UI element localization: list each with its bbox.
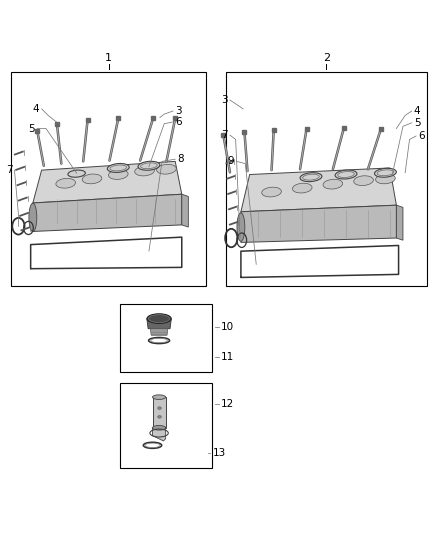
Text: 7: 7 (6, 165, 12, 175)
Text: 8: 8 (177, 154, 184, 164)
Ellipse shape (109, 169, 128, 180)
Ellipse shape (335, 170, 357, 179)
Text: 3: 3 (221, 95, 228, 105)
Ellipse shape (376, 174, 395, 184)
Ellipse shape (374, 168, 396, 177)
Text: 3: 3 (175, 106, 182, 116)
Ellipse shape (237, 213, 245, 241)
Polygon shape (150, 329, 168, 335)
Text: 7: 7 (221, 130, 228, 140)
Ellipse shape (323, 179, 343, 189)
Ellipse shape (300, 173, 322, 182)
Text: 4: 4 (414, 106, 420, 116)
Polygon shape (33, 161, 182, 203)
Text: 10: 10 (221, 322, 234, 333)
Bar (120, 304, 212, 372)
Text: 5: 5 (28, 124, 35, 134)
Ellipse shape (68, 170, 85, 177)
Ellipse shape (82, 174, 102, 184)
Ellipse shape (107, 164, 129, 172)
Ellipse shape (158, 416, 161, 418)
Ellipse shape (157, 164, 176, 174)
Text: 6: 6 (175, 117, 182, 127)
Text: 12: 12 (221, 399, 234, 409)
Ellipse shape (147, 314, 171, 324)
Polygon shape (152, 428, 166, 441)
Polygon shape (147, 319, 171, 329)
Text: 9: 9 (228, 156, 234, 166)
Polygon shape (241, 205, 396, 243)
Ellipse shape (262, 187, 281, 197)
Polygon shape (182, 194, 188, 227)
Text: 11: 11 (221, 352, 234, 362)
Bar (120, 383, 212, 468)
Text: 5: 5 (414, 118, 420, 128)
Bar (226, 71, 427, 286)
Text: 6: 6 (418, 131, 425, 141)
Bar (152, 397, 166, 428)
Ellipse shape (56, 179, 75, 188)
Polygon shape (33, 194, 182, 231)
Text: 2: 2 (323, 53, 330, 63)
Bar (11, 71, 206, 286)
Text: 4: 4 (33, 104, 39, 114)
Text: 13: 13 (212, 448, 226, 458)
Ellipse shape (158, 407, 161, 409)
Polygon shape (396, 205, 403, 240)
Polygon shape (241, 168, 396, 212)
Ellipse shape (293, 183, 312, 193)
Ellipse shape (354, 176, 373, 185)
Ellipse shape (135, 166, 154, 176)
Text: 1: 1 (105, 53, 112, 63)
Ellipse shape (152, 395, 166, 399)
Ellipse shape (152, 425, 166, 430)
Ellipse shape (138, 161, 160, 170)
Ellipse shape (29, 203, 37, 232)
